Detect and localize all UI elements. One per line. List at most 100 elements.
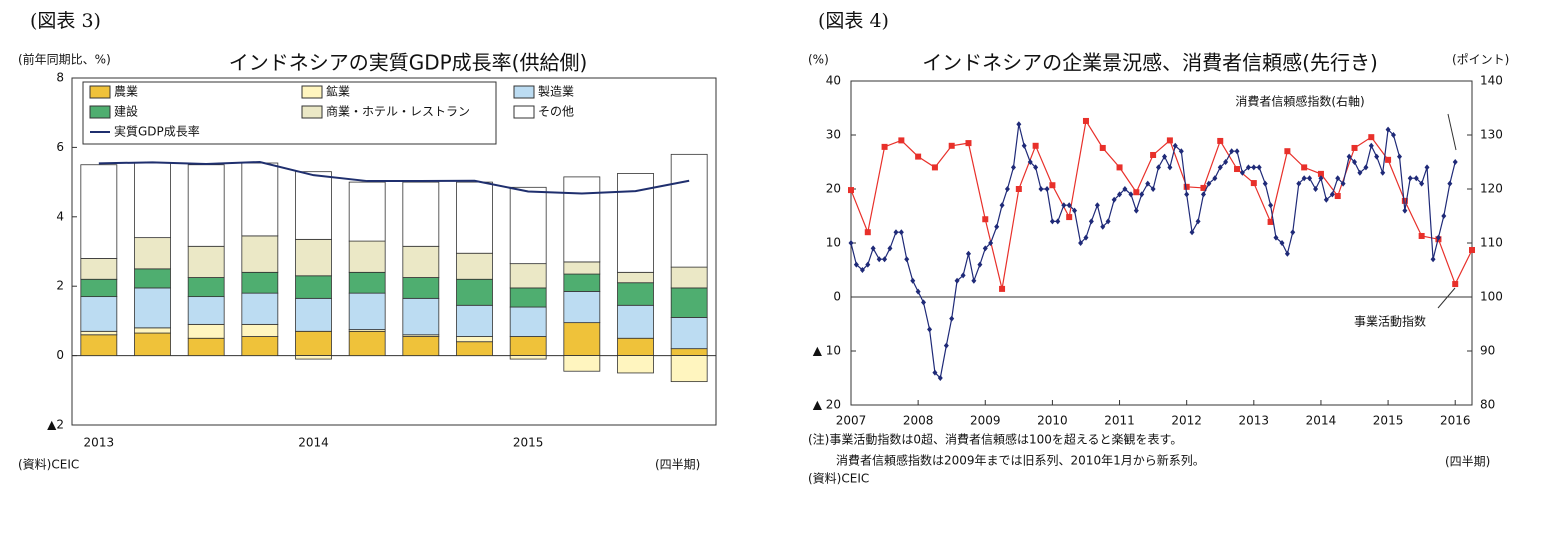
marker (887, 245, 893, 252)
marker (1234, 148, 1240, 155)
bar-segment (348, 330, 386, 356)
marker (1447, 180, 1453, 187)
marker (1016, 121, 1022, 128)
bar-segment (563, 322, 601, 357)
marker (1150, 151, 1157, 158)
marker (982, 216, 989, 223)
marker (954, 277, 960, 284)
legend-label: 鉱業 (326, 84, 350, 99)
x-tick-label: 2007 (836, 414, 867, 428)
bar-segment (80, 334, 118, 356)
marker (1128, 191, 1134, 198)
marker (1329, 191, 1335, 198)
x-tick-label: 2009 (970, 414, 1001, 428)
marker (1200, 191, 1206, 198)
marker (859, 267, 865, 273)
bar-segment (563, 355, 601, 372)
bar-segment (563, 273, 601, 292)
chart-title: インドネシアの実質GDP成長率(供給側) (229, 51, 588, 75)
bar-segment (80, 330, 118, 336)
marker (1217, 137, 1224, 144)
legend-swatch (301, 105, 323, 119)
marker (1284, 148, 1291, 155)
marker (1195, 218, 1201, 225)
marker (1368, 134, 1375, 141)
marker (943, 342, 949, 349)
bar-segment (241, 271, 279, 294)
marker (865, 261, 871, 268)
marker (1145, 180, 1151, 187)
marker (1273, 234, 1279, 241)
legend-box (82, 81, 497, 145)
annotation: 消費者信頼感指数(右軸) (1235, 94, 1364, 109)
bar-segment (670, 266, 708, 289)
bar-segment (187, 296, 225, 325)
y2-tick-label: 100 (1480, 290, 1503, 304)
marker (937, 375, 943, 381)
bar-segment (134, 327, 171, 334)
marker (1088, 218, 1094, 225)
marker (1251, 164, 1257, 171)
bar-segment (295, 171, 332, 240)
bar-segment (241, 292, 279, 325)
bar-segment (134, 237, 171, 270)
marker (1340, 180, 1346, 187)
bar-segment (187, 164, 225, 247)
marker (1155, 164, 1161, 171)
marker (1318, 175, 1324, 182)
marker (1385, 156, 1392, 163)
line (98, 160, 690, 195)
y2-tick-label: 80 (1480, 398, 1495, 412)
marker (1150, 186, 1156, 192)
bar-segment (456, 336, 493, 343)
bar-segment (563, 176, 601, 263)
bar-segment (456, 304, 493, 337)
line (850, 119, 1473, 290)
marker (1229, 148, 1235, 155)
marker (1105, 218, 1111, 225)
marker (1346, 153, 1352, 160)
marker (982, 245, 988, 252)
plot-frame (71, 77, 717, 426)
bar-segment (617, 304, 654, 339)
legend-label: 製造業 (538, 85, 574, 99)
marker (915, 153, 922, 160)
x-tick-label: 2011 (1104, 414, 1135, 428)
marker (999, 202, 1005, 209)
bar-segment (134, 268, 171, 289)
marker (1049, 218, 1055, 225)
x-tick-label: 2015 (1373, 414, 1404, 428)
bar-segment (563, 261, 601, 275)
marker (1351, 144, 1358, 151)
y-tick-label: 6 (56, 140, 64, 154)
marker (949, 315, 955, 322)
y-tick-label: ▲2 (47, 418, 64, 432)
marker (1133, 189, 1140, 196)
marker (1469, 247, 1475, 254)
annotation-arrow (1447, 113, 1457, 151)
legend-swatch (89, 105, 111, 119)
bar-segment (509, 263, 547, 289)
bar-segment (134, 287, 171, 329)
y-tick-label: 8 (56, 71, 64, 85)
marker (1441, 213, 1447, 219)
marker (1380, 169, 1386, 176)
bar-segment (241, 235, 279, 273)
marker (921, 299, 927, 306)
bar-segment (295, 275, 332, 299)
legend-label: 農業 (114, 85, 138, 99)
bar-segment (295, 297, 332, 332)
marker (1317, 170, 1324, 177)
y-axis-unit: (前年同期比、%) (18, 52, 111, 67)
marker (1296, 180, 1302, 187)
y-tick-label: 4 (56, 209, 64, 223)
marker (1217, 164, 1223, 171)
y-tick-label: 2 (56, 279, 64, 293)
marker (1004, 186, 1010, 192)
marker (971, 277, 977, 284)
marker (1055, 218, 1061, 225)
x-tick-label: 2010 (1037, 414, 1068, 428)
bar-segment (348, 240, 386, 273)
marker (898, 229, 904, 236)
